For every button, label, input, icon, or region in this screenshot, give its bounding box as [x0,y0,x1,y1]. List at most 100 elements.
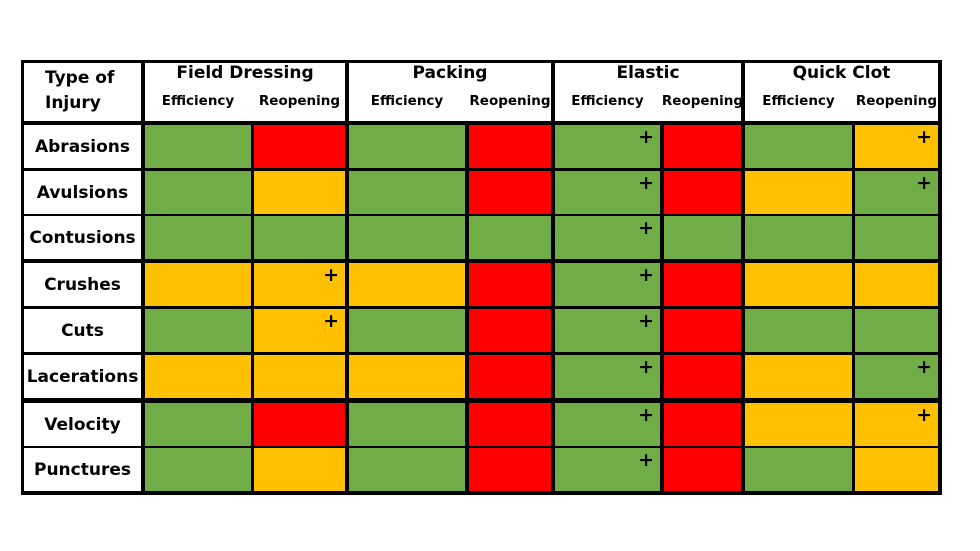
plus-icon: + [323,310,339,332]
group-title-quick-clot: Quick Clot [792,63,891,83]
plus-icon: + [638,172,654,194]
row-label-abrasions: Abrasions [34,136,131,157]
rating-cell [469,309,551,352]
plus-icon: + [638,217,654,239]
rating-cell [745,403,852,446]
rating-cell [745,309,852,352]
group-title-packing: Packing [412,63,488,83]
rating-cell [349,403,465,446]
treatment-matrix: Type of Injury Field Dressing Efficiency Reo… [21,60,942,495]
subheader-efficiency-quick-clot: Efficiency [762,93,835,109]
corner-header [24,63,141,121]
row-label-contusions: Contusions [29,227,136,248]
rating-cell [855,263,938,306]
rating-cell [145,216,251,259]
subheader-reopening-quick-clot: Reopening [855,93,938,109]
plus-icon: + [638,310,654,332]
rating-cell: + [555,403,660,446]
rating-cell [469,216,551,259]
rating-cell [145,171,251,214]
rating-cell: + [555,355,660,398]
row-label-crushes: Crushes [44,274,121,295]
rating-cell [745,216,852,259]
rating-cell: + [855,403,938,446]
row-label-punctures: Punctures [33,459,132,480]
rating-cell [664,448,741,491]
group-header-elastic [555,63,741,121]
rating-cell [145,448,251,491]
group-header-quick-clot [745,63,938,121]
rating-cell [349,355,465,398]
rating-cell [745,355,852,398]
rating-cell: + [555,263,660,306]
rating-cell [349,309,465,352]
rating-cell [469,403,551,446]
row-header-punctures [24,448,141,491]
rating-cell [469,125,551,168]
rating-cell [349,448,465,491]
corner-label-line: Injury [45,93,101,113]
corner-label: Type of Injury [45,66,114,116]
row-label-cuts: Cuts [61,320,104,341]
subheader-efficiency-elastic: Efficiency [571,93,644,109]
plus-icon: + [916,356,932,378]
subheader-efficiency-packing: Efficiency [370,93,444,109]
corner-label-line: Type of [45,68,115,88]
rating-cell [469,263,551,306]
rating-cell [664,309,741,352]
plus-icon: + [638,449,654,471]
subheader-reopening-field-dressing: Reopening [258,93,341,109]
rating-cell [349,125,465,168]
subheader-efficiency-field-dressing: Efficiency [161,93,235,109]
rating-cell [254,355,345,398]
rating-cell [664,216,741,259]
rating-cell [664,263,741,306]
rating-cell [145,355,251,398]
rating-cell [254,171,345,214]
row-header-contusions [24,216,141,259]
row-label-lacerations: Lacerations [26,366,139,387]
plus-icon: + [916,172,932,194]
rating-cell [469,171,551,214]
subheader-reopening-packing: Reopening [469,93,551,109]
row-label-velocity: Velocity [44,414,121,435]
rating-cell [254,448,345,491]
plus-icon: + [323,264,339,286]
rating-cell [349,171,465,214]
rating-cell [145,263,251,306]
rating-cell [745,171,852,214]
rating-cell: + [555,171,660,214]
plus-icon: + [916,404,932,426]
rating-cell: + [254,309,345,352]
plus-icon: + [916,126,932,148]
rating-cell [745,125,852,168]
rating-cell [349,216,465,259]
group-header-field-dressing [145,63,345,121]
rating-cell [664,355,741,398]
rating-cell: + [555,216,660,259]
rating-cell [855,448,938,491]
rating-cell [469,355,551,398]
rating-cell: + [555,309,660,352]
rating-cell [855,309,938,352]
rating-cell: + [254,263,345,306]
rating-cell [254,216,345,259]
rating-cell [664,125,741,168]
plus-icon: + [638,126,654,148]
rating-cell [145,403,251,446]
rating-cell [664,403,741,446]
rating-cell [254,403,345,446]
group-header-packing [349,63,551,121]
group-title-elastic: Elastic [616,63,680,83]
rating-cell: + [855,171,938,214]
rating-cell: + [855,355,938,398]
group-title-field-dressing: Field Dressing [176,63,314,83]
rating-cell [664,171,741,214]
plus-icon: + [638,264,654,286]
rating-cell [745,448,852,491]
row-header-abrasions [24,125,141,168]
row-header-cuts [24,309,141,352]
plus-icon: + [638,356,654,378]
rating-cell [145,125,251,168]
rating-cell: + [555,448,660,491]
